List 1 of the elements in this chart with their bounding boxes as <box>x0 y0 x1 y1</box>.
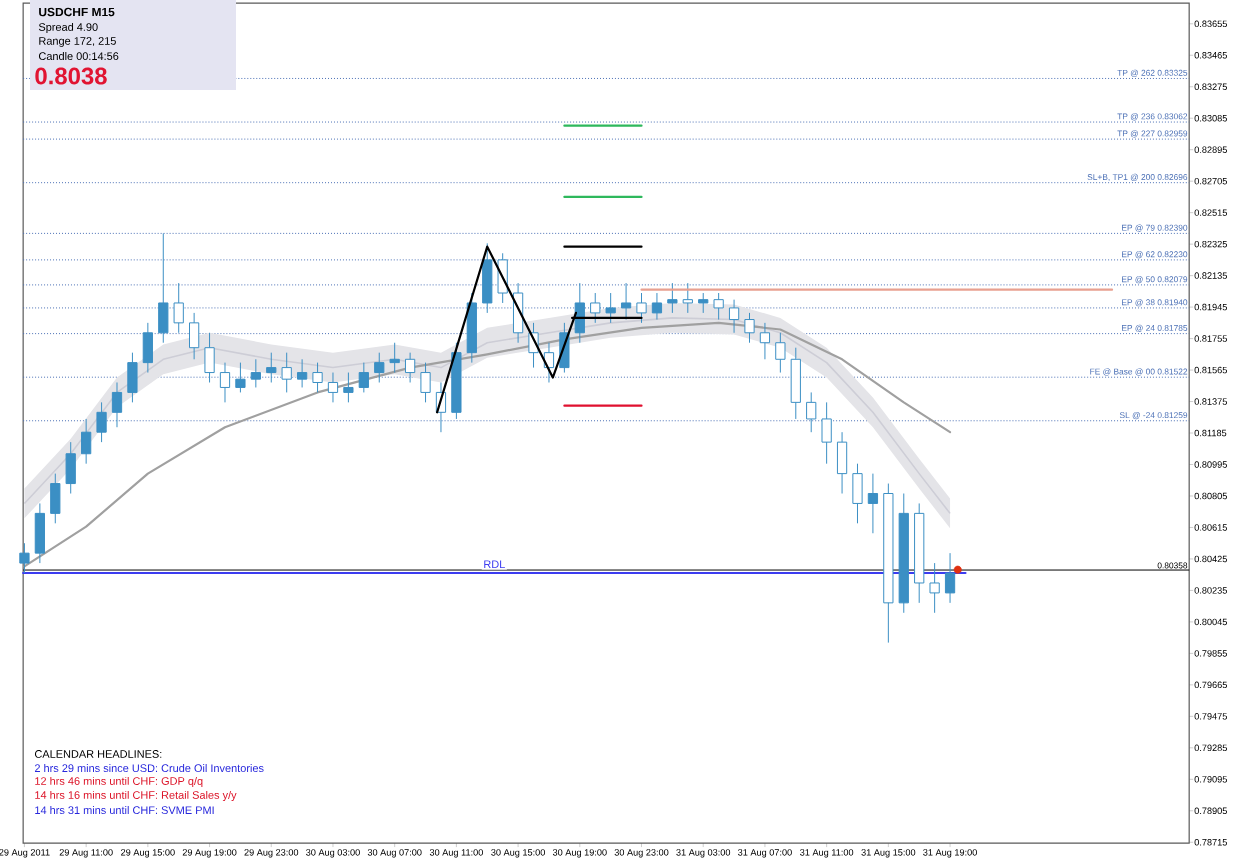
annotation: 0.8038 <box>35 67 107 85</box>
